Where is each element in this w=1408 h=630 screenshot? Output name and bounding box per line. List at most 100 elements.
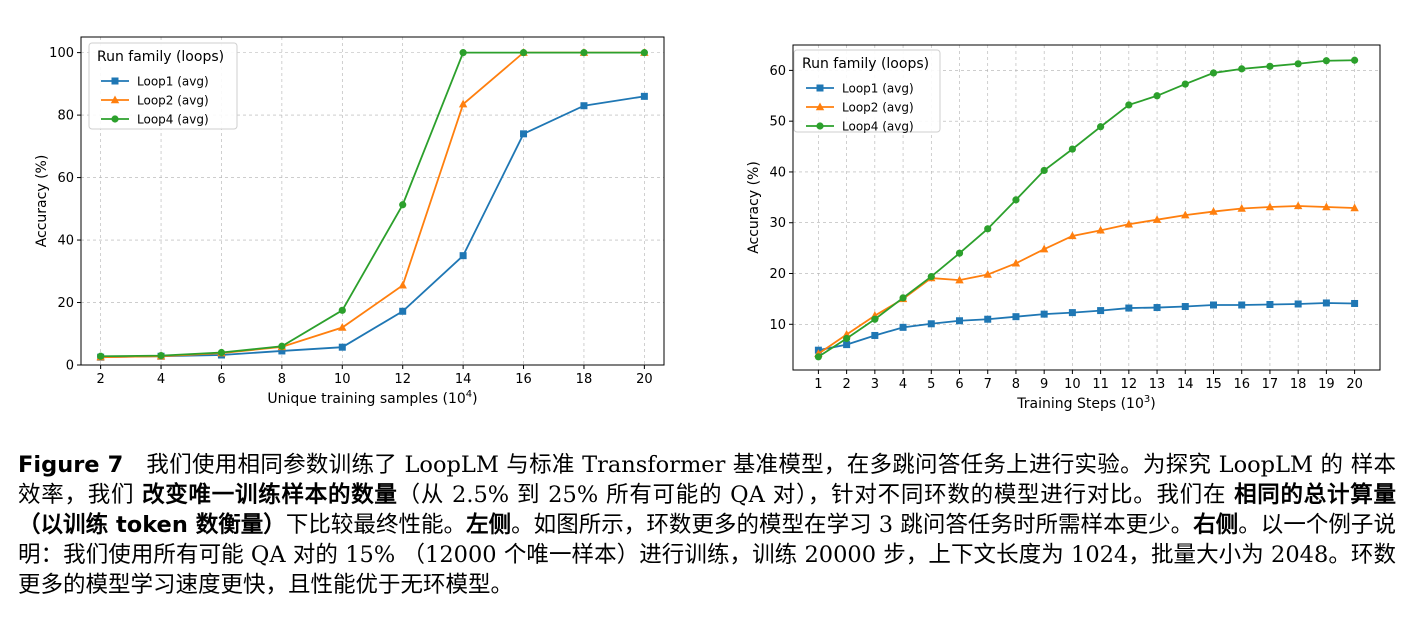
y-tick-label: 20 xyxy=(57,296,74,311)
legend-entry-1: Loop1 (avg) xyxy=(137,75,209,89)
data-point-2-6 xyxy=(955,275,964,284)
y-tick-label: 40 xyxy=(57,234,74,249)
x-tick-label: 20 xyxy=(1346,377,1363,392)
data-point-1-10 xyxy=(640,92,648,100)
data-point-1-7 xyxy=(459,252,467,260)
legend-box xyxy=(88,42,238,130)
legend-entry-3: Loop4 (avg) xyxy=(137,113,209,127)
y-axis-label: Accuracy (%) xyxy=(34,155,50,248)
legend-entry-2: Loop2 (avg) xyxy=(137,94,209,108)
data-point-2-9 xyxy=(1039,244,1049,253)
data-point-2-10 xyxy=(1068,231,1077,240)
right-chart: 1 2 3 4 5 6 7 8 9 10 11 12 13 14 15 16 17 18 19 20102030405… xyxy=(746,44,1381,412)
data-point-3-2 xyxy=(843,334,851,343)
caption-text-1: 我们使用相同参数训练了 LoopLM 与标准 Transformer 基准模型，… xyxy=(18,452,1396,508)
y-tick-label: 10 xyxy=(769,318,786,333)
data-point-1-19 xyxy=(1322,299,1330,307)
data-point-1-17 xyxy=(1266,300,1274,308)
x-tick-label: 2 xyxy=(842,377,850,392)
data-point-3-5 xyxy=(927,272,935,281)
data-point-1-5 xyxy=(338,343,346,351)
data-point-2-18 xyxy=(1293,201,1303,210)
data-point-3-10 xyxy=(640,49,648,57)
data-point-3-12 xyxy=(1125,101,1133,109)
data-point-1-18 xyxy=(1294,300,1302,308)
data-point-1-5 xyxy=(927,320,935,328)
data-point-1-8 xyxy=(520,130,528,138)
x-tick-label: 14 xyxy=(1177,377,1194,392)
x-axis-label: Unique training samples (104) xyxy=(267,389,477,407)
x-tick-label: 6 xyxy=(217,372,225,387)
data-point-1-3 xyxy=(871,331,879,339)
x-tick-label: 2 xyxy=(96,372,104,387)
caption-bold-4: 右侧 xyxy=(1193,512,1239,538)
y-tick-label: 20 xyxy=(769,267,786,282)
series-line-3 xyxy=(817,59,1355,358)
x-tick-label: 4 xyxy=(157,372,165,387)
data-point-3-9 xyxy=(580,49,588,57)
legend-entry-2: Loop2 (avg) xyxy=(842,101,914,115)
data-point-2-11 xyxy=(1096,225,1105,234)
y-tick-label: 40 xyxy=(769,165,786,180)
plot-frame xyxy=(80,36,665,366)
x-tick-label: 16 xyxy=(515,372,532,387)
data-point-1-8 xyxy=(1012,313,1020,321)
legend: Run family (loops) Loop1 (avg) Loop2 (avg)… xyxy=(88,42,238,130)
data-point-3-3 xyxy=(217,348,226,357)
data-point-1-7 xyxy=(984,315,992,323)
data-point-3-6 xyxy=(399,201,407,209)
legend-marker-3 xyxy=(111,115,119,123)
data-point-3-15 xyxy=(1209,69,1218,77)
data-point-2-8 xyxy=(1011,258,1021,267)
data-point-3-17 xyxy=(1266,62,1274,70)
caption-text-3: 下比较最终性能。 xyxy=(285,512,467,538)
x-tick-label: 10 xyxy=(1064,377,1081,392)
figure-caption: Figure 7 我们使用相同参数训练了 LoopLM 与标准 Transfor… xyxy=(18,450,1396,600)
x-tick-label: 8 xyxy=(1012,377,1020,392)
x-tick-label: 10 xyxy=(334,372,351,387)
x-tick-label: 11 xyxy=(1092,377,1109,392)
x-tick-label: 18 xyxy=(1290,377,1307,392)
data-point-2-7 xyxy=(983,270,992,278)
x-tick-label: 18 xyxy=(576,372,593,387)
legend-entry-1: Loop1 (avg) xyxy=(842,82,914,96)
y-tick-label: 60 xyxy=(57,171,74,186)
data-point-2-14 xyxy=(1181,210,1190,219)
y-tick-label: 60 xyxy=(769,64,786,79)
data-point-3-1 xyxy=(97,352,105,360)
data-point-1-15 xyxy=(1209,301,1217,309)
data-point-1-4 xyxy=(278,347,286,355)
legend-marker-1 xyxy=(111,77,119,85)
x-tick-label: 5 xyxy=(927,377,935,392)
data-point-3-16 xyxy=(1238,65,1246,73)
data-point-1-20 xyxy=(1351,299,1359,307)
data-point-3-3 xyxy=(871,315,879,323)
data-point-1-4 xyxy=(899,323,907,331)
data-point-1-10 xyxy=(1068,309,1076,317)
x-tick-label: 4 xyxy=(899,377,907,392)
y-axis-label: Accuracy (%) xyxy=(746,161,762,254)
data-point-3-20 xyxy=(1351,56,1359,64)
x-tick-label: 6 xyxy=(955,377,963,392)
data-point-1-2 xyxy=(843,341,851,349)
data-point-2-16 xyxy=(1237,204,1246,212)
x-tick-label: 19 xyxy=(1318,377,1335,392)
x-tick-label: 1 xyxy=(814,377,822,392)
x-tick-label: 13 xyxy=(1149,377,1166,392)
x-tick-label: 8 xyxy=(278,372,286,387)
data-point-3-7 xyxy=(459,49,467,57)
series-line-1 xyxy=(818,302,1355,352)
data-point-3-2 xyxy=(157,352,165,360)
x-tick-label: 3 xyxy=(871,377,879,392)
caption-bold-2: 相同的总计算量（以训练 token 数衡量） xyxy=(18,482,1396,538)
x-tick-label: 16 xyxy=(1233,377,1250,392)
x-tick-label: 20 xyxy=(636,372,653,387)
data-point-2-13 xyxy=(1152,215,1162,223)
data-point-2-20 xyxy=(1350,203,1359,212)
x-tick-label: 12 xyxy=(394,372,411,387)
data-point-1-6 xyxy=(956,317,964,325)
data-point-1-9 xyxy=(580,102,588,110)
left-chart: 2 4 6 8 10 12 14 16 18 20 0 20 40 60 80 100 Unique train… xyxy=(34,36,665,407)
series-line-1 xyxy=(100,95,645,359)
data-point-1-13 xyxy=(1153,304,1161,312)
